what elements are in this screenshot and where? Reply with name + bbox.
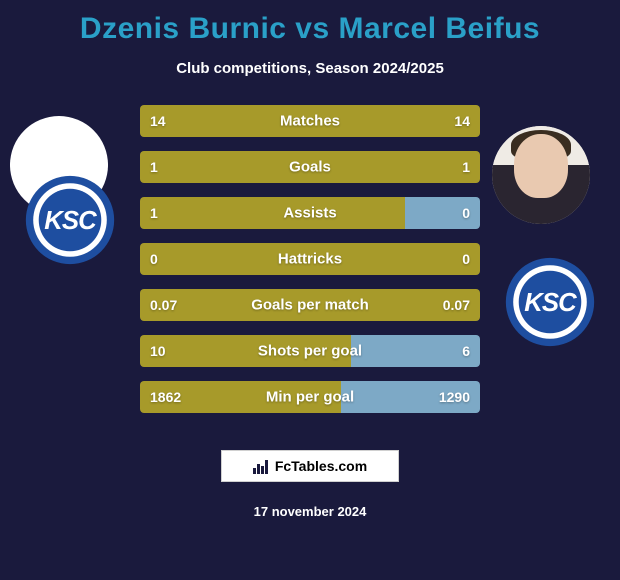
stat-value-left: 14 [150,113,166,129]
stat-seg-left [140,197,405,229]
bar-chart-icon [253,458,269,474]
stats-container: 1414Matches11Goals10Assists00Hattricks0.… [140,105,480,413]
stat-row-bg [140,289,480,321]
stat-seg-left [140,335,351,367]
date-label: 17 november 2024 [0,504,620,519]
club-left-logo: KSC [24,174,116,266]
subtitle: Club competitions, Season 2024/2025 [0,60,620,77]
stat-value-right: 0 [462,205,470,221]
stat-value-right: 6 [462,343,470,359]
player-face-placeholder [492,126,590,224]
stat-row-bg [140,381,480,413]
stat-row: 11Goals [140,151,480,183]
page-title: Dzenis Burnic vs Marcel Beifus [0,0,620,46]
stat-seg-right [351,335,480,367]
svg-text:KSC: KSC [524,289,577,317]
stat-row: 18621290Min per goal [140,381,480,413]
player-right-photo [492,126,590,224]
stat-row: 0.070.07Goals per match [140,289,480,321]
ksc-logo-icon: KSC [504,256,596,348]
fctables-label: FcTables.com [275,458,367,474]
stat-row-bg [140,197,480,229]
stat-value-left: 1 [150,159,158,175]
content-root: Dzenis Burnic vs Marcel Beifus Club comp… [0,0,620,580]
ksc-logo-icon: KSC [24,174,116,266]
stat-row: 1414Matches [140,105,480,137]
stat-row-bg [140,243,480,275]
stat-value-right: 0.07 [443,297,470,313]
stat-value-left: 10 [150,343,166,359]
svg-text:KSC: KSC [44,207,97,235]
stat-value-right: 14 [454,113,470,129]
stat-value-right: 0 [462,251,470,267]
stat-row: 106Shots per goal [140,335,480,367]
fctables-badge[interactable]: FcTables.com [221,450,399,482]
stat-value-left: 1862 [150,389,181,405]
stat-value-left: 1 [150,205,158,221]
stat-value-left: 0.07 [150,297,177,313]
stat-row: 10Assists [140,197,480,229]
stat-row: 00Hattricks [140,243,480,275]
stat-seg-right [310,243,480,275]
stat-row-bg [140,151,480,183]
stat-seg-left [140,151,310,183]
stat-row-bg [140,105,480,137]
stat-value-right: 1290 [439,389,470,405]
stat-value-left: 0 [150,251,158,267]
stat-value-right: 1 [462,159,470,175]
stat-seg-right [310,151,480,183]
stat-seg-left [140,243,310,275]
stat-row-bg [140,335,480,367]
club-right-logo: KSC [504,256,596,348]
